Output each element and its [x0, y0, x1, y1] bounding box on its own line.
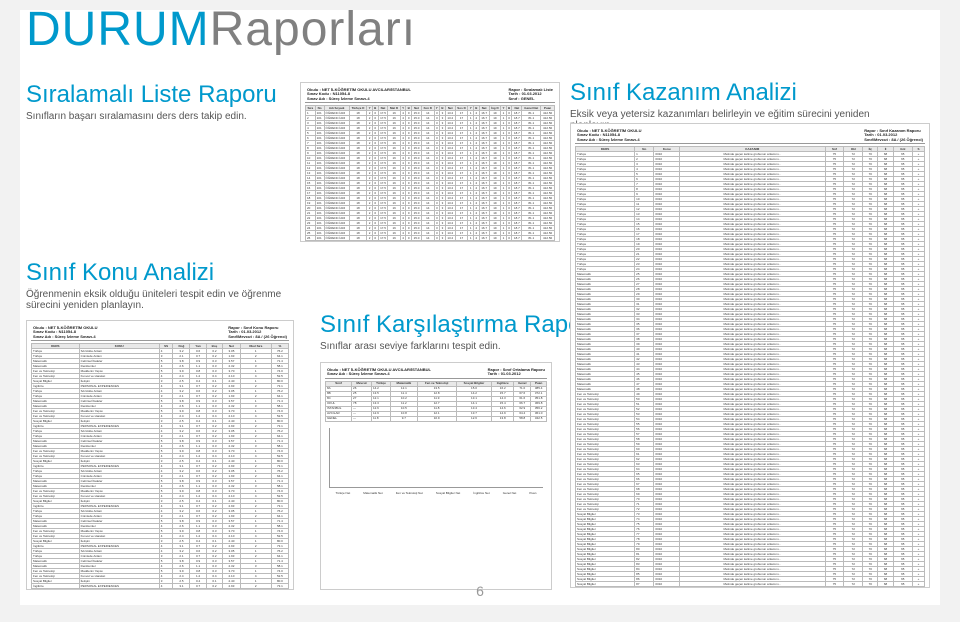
report-thumb-karsilastirma: Okulu : NET İLKÖĞRETİM OKULU AVCILAR/İST… — [320, 362, 552, 590]
ranking-table: SıraNoAdı SoyadıTürkçe DYBNetMat DYBNetF… — [305, 105, 555, 242]
rapor-label: Rapor : Sınıf Kazanım Raporu Tarih : 01.… — [864, 129, 923, 142]
okul-label: Okulu : NET İLKÖĞRETİM OKULU Sınav Kodu … — [33, 326, 97, 339]
okul-label: Okulu : NET İLKÖĞRETİM OKULU Sınav Kodu … — [577, 129, 641, 142]
page-number: 6 — [476, 583, 484, 599]
topic-table: DERSKONUSSDoğYanBoşNetOkul Sıra%TürkçeSö… — [31, 343, 289, 590]
report-thumb-kazanim: Okulu : NET İLKÖĞRETİM OKULU Sınav Kodu … — [570, 123, 930, 588]
section-title: Sınıf Kazanım Analizi — [570, 80, 900, 106]
thumb-header: Okulu : NET İLKÖĞRETİM OKULU Sınav Kodu … — [31, 325, 289, 341]
section-title: Sınıf Konu Analizi — [26, 260, 286, 286]
rapor-label: Rapor : Sıralamalı Liste Tarih : 01.03.2… — [509, 88, 553, 101]
section-title: Sıralamalı Liste Raporu — [26, 82, 286, 108]
section-konu: Sınıf Konu Analizi Öğrenmenin eksik oldu… — [26, 260, 286, 311]
okul-label: Okulu : NET İLKÖĞRETİM OKULU AVCILAR/İST… — [307, 88, 411, 101]
thumb-header: Okulu : NET İLKÖĞRETİM OKULU AVCILAR/İST… — [305, 87, 555, 103]
rapor-label: Rapor : Sınıf Konu Raporu Tarih : 01.03.… — [228, 326, 287, 339]
section-sub: Öğrenmenin eksik olduğu üniteleri tespit… — [26, 289, 286, 311]
report-thumb-siralamali: Okulu : NET İLKÖĞRETİM OKULU AVCILAR/İST… — [300, 82, 560, 242]
title-blue: DURUM — [26, 3, 210, 56]
page-title: DURUMRaporları — [26, 2, 416, 57]
compare-barchart — [329, 428, 543, 488]
section-sub: Sınıfların başarı sıralamasını ders ders… — [26, 111, 286, 122]
page: DURUMRaporları Sıralamalı Liste Raporu S… — [20, 10, 940, 605]
thumb-header: Okulu : NET İLKÖĞRETİM OKULU Sınav Kodu … — [575, 128, 925, 144]
section-siralamali: Sıralamalı Liste Raporu Sınıfların başar… — [26, 82, 286, 122]
compare-table: SınıfMevcutTürkçeMatematikFen ve Teknolo… — [325, 381, 547, 422]
barchart-labels: Türkçe NetMatematik NetFen ve Teknoloji … — [329, 492, 543, 495]
title-gray: Raporları — [210, 3, 416, 56]
okul-label: Okulu : NET İLKÖĞRETİM OKULU AVCILAR/İST… — [327, 368, 431, 377]
thumb-header: Okulu : NET İLKÖĞRETİM OKULU AVCILAR/İST… — [325, 367, 547, 379]
report-thumb-konu: Okulu : NET İLKÖĞRETİM OKULU Sınav Kodu … — [26, 320, 294, 590]
rapor-label: Rapor : Sınıf Ortalama Raporu Tarih : 01… — [488, 368, 545, 377]
gains-table: DERSNoKonuKAZANIMSnfOklİlçİlGnlSTürkçe10… — [575, 146, 925, 588]
